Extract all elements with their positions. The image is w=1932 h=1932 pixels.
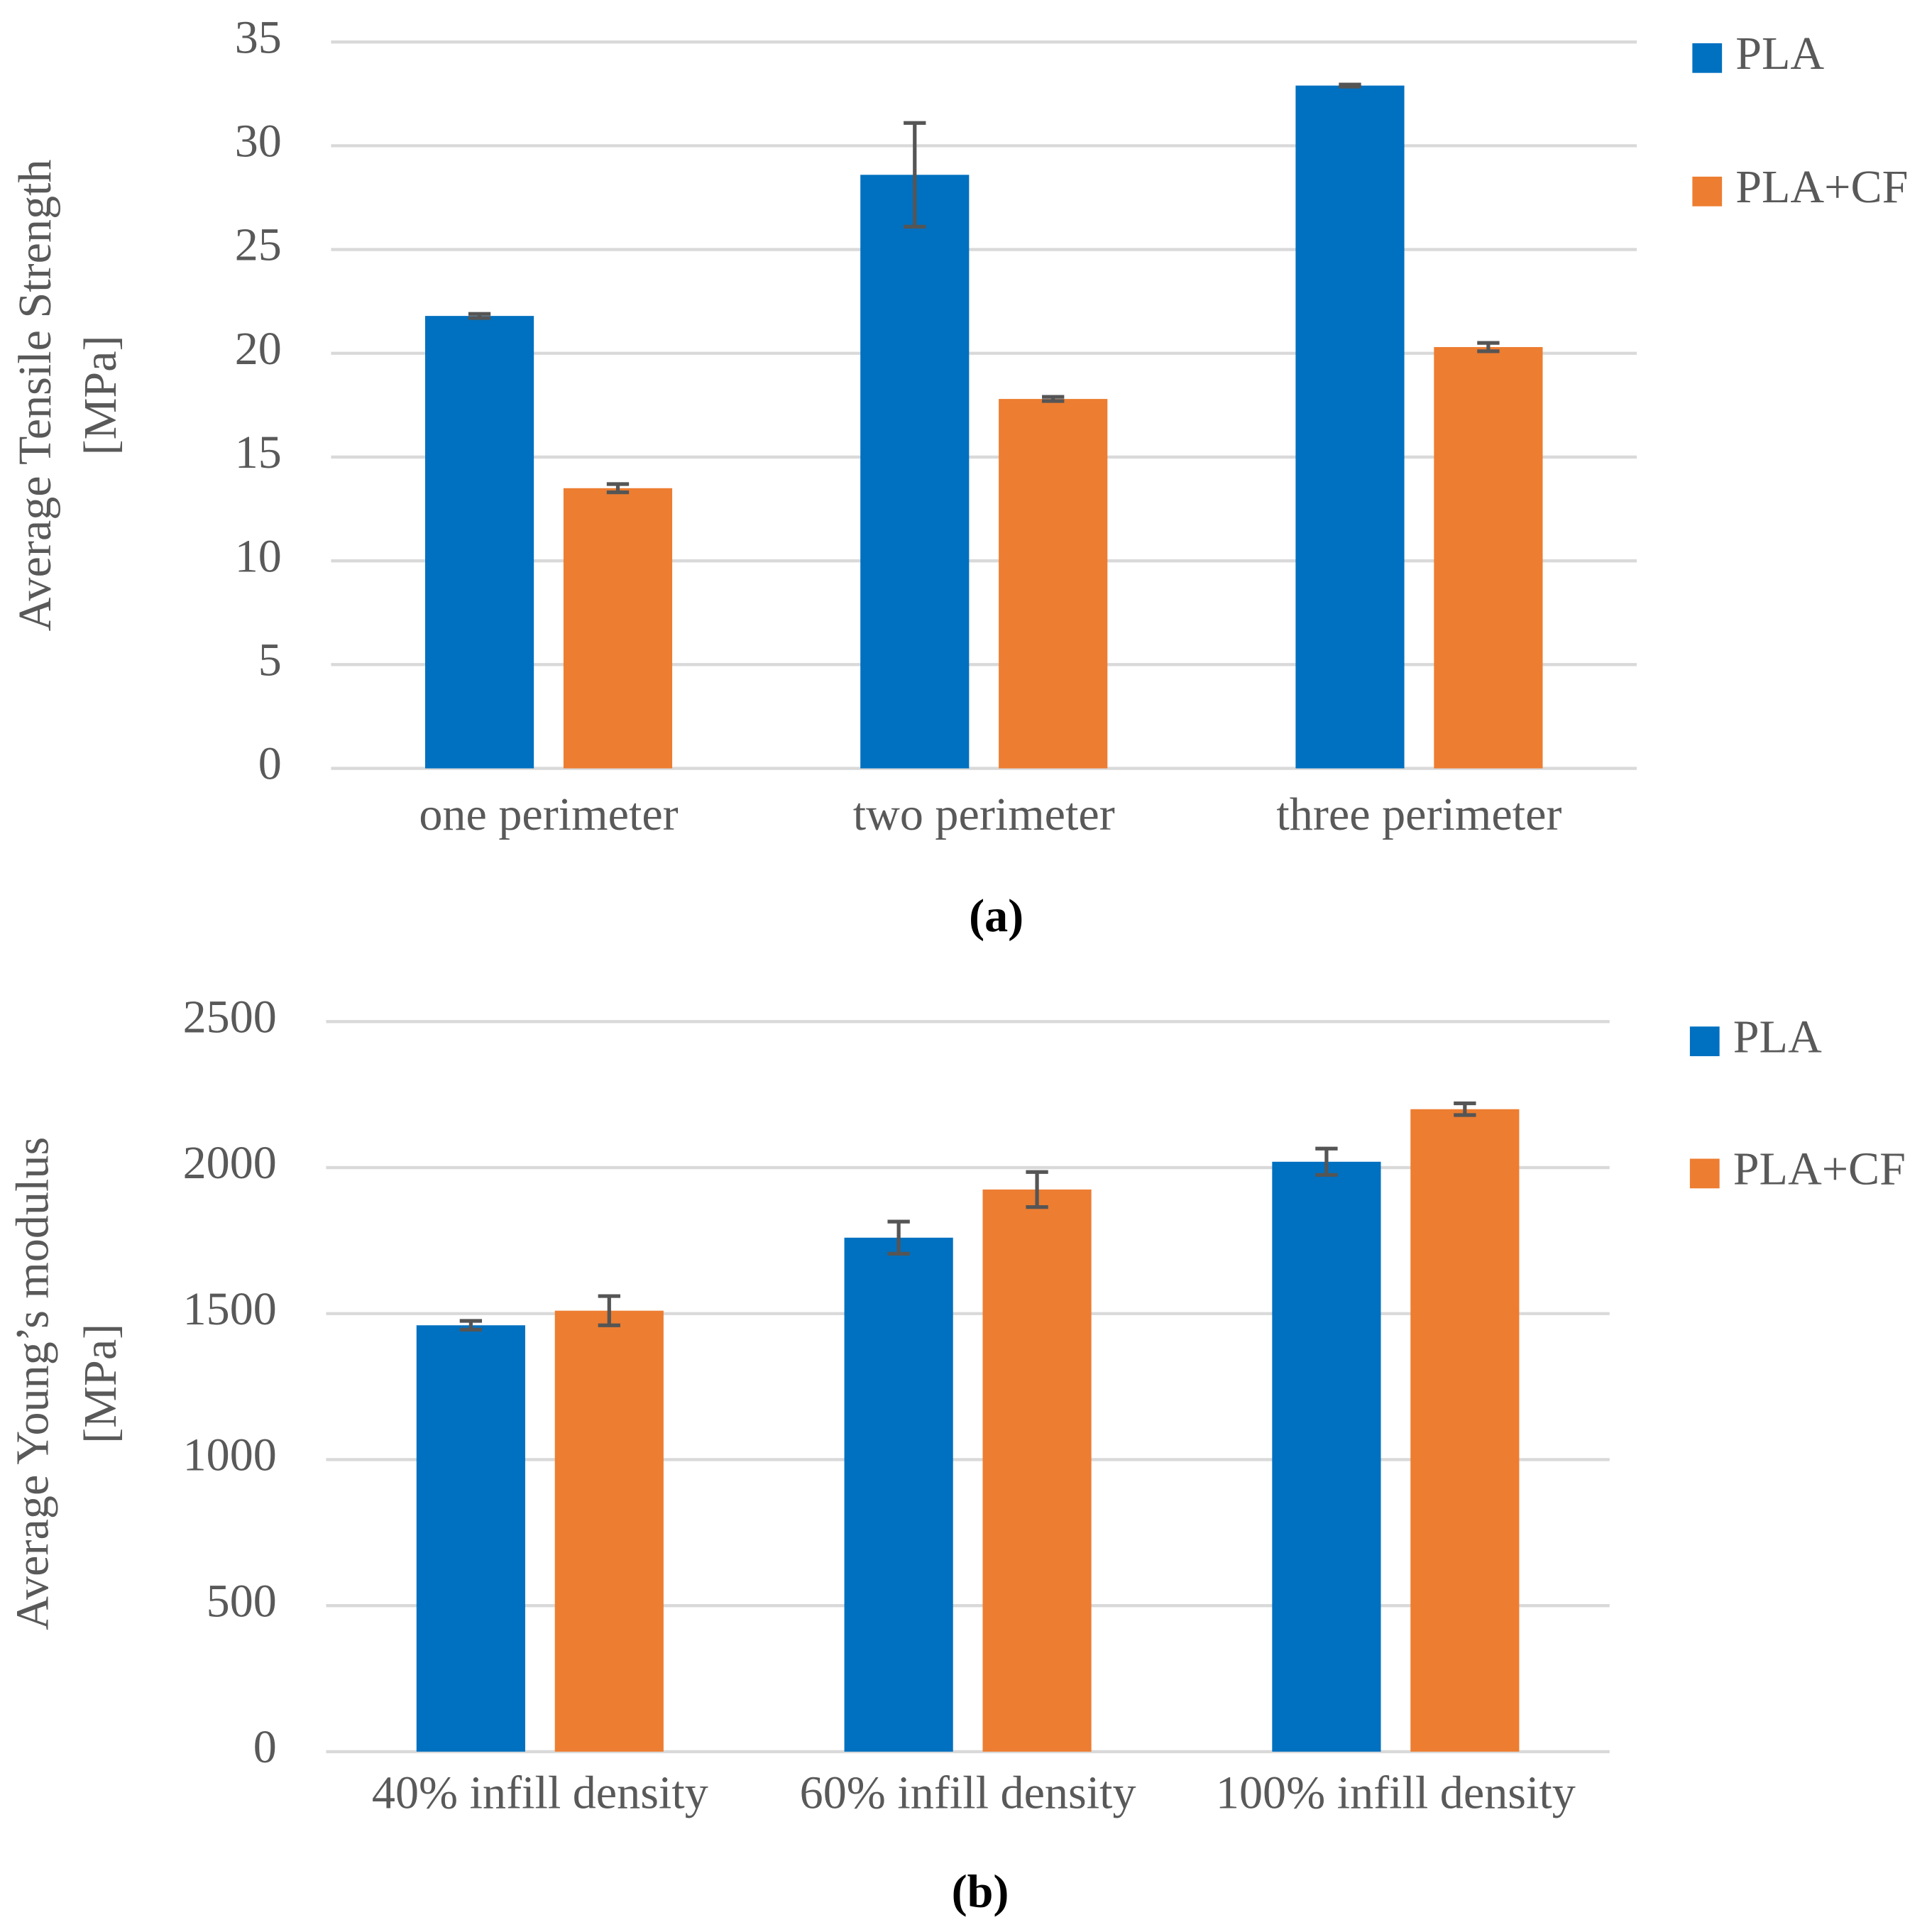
y-tick-label: 0: [253, 1721, 277, 1773]
caption: (b): [952, 1866, 1009, 1918]
y-tick-label: 2500: [183, 991, 277, 1043]
bar: [999, 399, 1108, 769]
y-tick-label: 10: [235, 530, 282, 582]
bar: [982, 1189, 1092, 1752]
x-tick-label: two perimeter: [853, 789, 1115, 840]
x-tick-label: 100% infill density: [1216, 1767, 1576, 1818]
bar: [554, 1310, 664, 1752]
bar: [424, 316, 534, 769]
legend-label: PLA: [1733, 1011, 1822, 1063]
error-bar: [1026, 1170, 1048, 1209]
y-tick-label: 2000: [183, 1137, 277, 1189]
legend-swatch: [1689, 1026, 1720, 1057]
y-tick-label: 1000: [183, 1429, 277, 1481]
bar: [860, 175, 970, 769]
error-bar: [606, 482, 630, 495]
y-tick-label: 500: [207, 1575, 277, 1627]
y-tick-label: 35: [235, 11, 282, 63]
x-tick-label: one perimeter: [419, 789, 678, 840]
bar: [563, 488, 673, 769]
y-tick-label: 1500: [183, 1283, 277, 1335]
legend-label: PLA: [1735, 28, 1824, 79]
bar: [1434, 346, 1543, 769]
bar: [844, 1237, 953, 1752]
error-bar: [1454, 1101, 1476, 1117]
error-bar: [598, 1294, 620, 1327]
y-axis-label: Average Tensile Strength: [9, 159, 61, 631]
error-bar: [459, 1319, 483, 1332]
y-axis-label: [MPa]: [75, 1324, 126, 1444]
legend-swatch: [1689, 1158, 1720, 1189]
error-bar: [904, 121, 926, 229]
error-bar: [1477, 341, 1500, 353]
error-bar: [1042, 395, 1065, 403]
bar: [1295, 85, 1405, 769]
x-tick-label: 60% infill density: [800, 1767, 1136, 1818]
legend-swatch: [1692, 176, 1723, 207]
y-axis-label: Average Young’s modulus: [6, 1137, 58, 1630]
bar: [1410, 1109, 1520, 1752]
y-axis-label: [MPa]: [75, 335, 126, 455]
legend-label: PLA+CF: [1733, 1143, 1906, 1195]
y-tick-label: 5: [258, 635, 282, 686]
caption: (a): [969, 890, 1023, 942]
legend-swatch: [1692, 43, 1723, 73]
bar: [416, 1325, 525, 1752]
legend-label: PLA+CF: [1735, 161, 1908, 213]
y-tick-label: 15: [235, 427, 282, 478]
y-tick-label: 0: [258, 738, 282, 790]
error-bar: [1339, 82, 1361, 89]
y-tick-label: 20: [235, 323, 282, 375]
error-bar: [468, 312, 491, 320]
x-tick-label: three perimeter: [1276, 789, 1561, 840]
y-tick-label: 30: [235, 116, 282, 168]
x-tick-label: 40% infill density: [372, 1767, 708, 1818]
bar: [1272, 1161, 1381, 1752]
error-bar: [1315, 1146, 1338, 1177]
y-tick-label: 25: [235, 219, 282, 271]
error-bar: [887, 1219, 910, 1256]
